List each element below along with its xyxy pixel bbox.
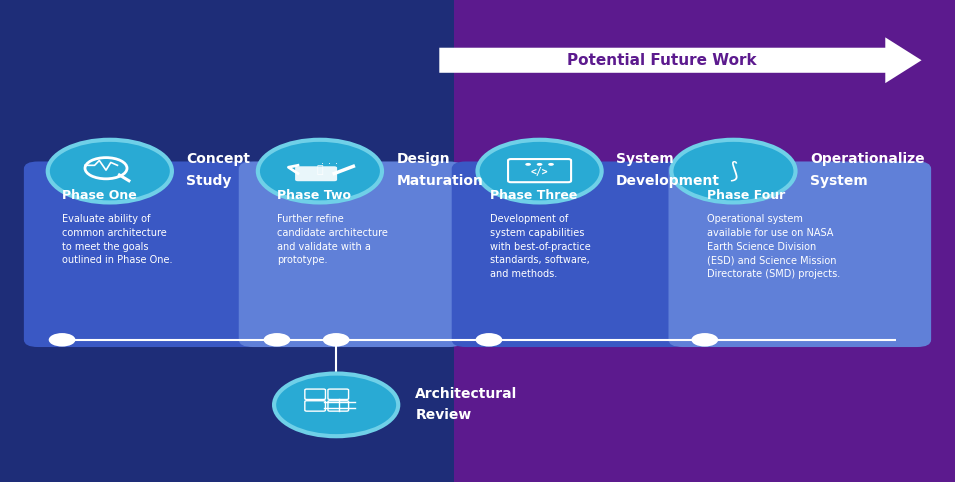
Text: .: . (334, 156, 338, 165)
Text: Evaluate ability of
common architecture
to meet the goals
outlined in Phase One.: Evaluate ability of common architecture … (62, 214, 173, 265)
Text: Development of
system capabilities
with best-of-practice
standards, software,
an: Development of system capabilities with … (490, 214, 590, 279)
FancyBboxPatch shape (454, 0, 955, 482)
Circle shape (525, 163, 531, 166)
Text: 〜: 〜 (317, 165, 323, 175)
Text: </>: </> (531, 167, 548, 177)
Polygon shape (439, 38, 922, 83)
Circle shape (274, 374, 398, 436)
FancyBboxPatch shape (452, 161, 686, 347)
Circle shape (691, 333, 718, 347)
Text: Phase Four: Phase Four (707, 189, 785, 202)
Text: Study: Study (186, 174, 232, 188)
Circle shape (49, 333, 75, 347)
Text: Concept: Concept (186, 152, 250, 166)
Text: Phase Three: Phase Three (490, 189, 577, 202)
Text: Maturation: Maturation (396, 174, 483, 188)
Text: Phase Two: Phase Two (277, 189, 350, 202)
Circle shape (671, 140, 796, 202)
Text: Phase One: Phase One (62, 189, 137, 202)
FancyBboxPatch shape (24, 161, 258, 347)
Circle shape (478, 140, 602, 202)
FancyBboxPatch shape (668, 161, 931, 347)
Text: ⟆: ⟆ (729, 161, 738, 181)
Text: Further refine
candidate architecture
and validate with a
prototype.: Further refine candidate architecture an… (277, 214, 388, 265)
Circle shape (548, 163, 554, 166)
Text: Potential Future Work: Potential Future Work (567, 53, 757, 68)
Text: System: System (810, 174, 867, 188)
Circle shape (323, 333, 350, 347)
Text: Operationalize: Operationalize (810, 152, 924, 166)
Text: .: . (321, 156, 325, 165)
Text: Review: Review (415, 408, 472, 423)
Text: Operational system
available for use on NASA
Earth Science Division
(ESD) and Sc: Operational system available for use on … (707, 214, 840, 279)
Circle shape (476, 333, 502, 347)
FancyBboxPatch shape (239, 161, 463, 347)
Text: Architectural: Architectural (415, 387, 518, 402)
Circle shape (264, 333, 290, 347)
FancyBboxPatch shape (295, 166, 337, 181)
Circle shape (537, 163, 542, 166)
Text: System: System (616, 152, 673, 166)
FancyBboxPatch shape (0, 0, 454, 482)
Text: Design: Design (396, 152, 450, 166)
Circle shape (48, 140, 172, 202)
Text: .: . (328, 156, 331, 165)
Text: Development: Development (616, 174, 720, 188)
Circle shape (258, 140, 382, 202)
